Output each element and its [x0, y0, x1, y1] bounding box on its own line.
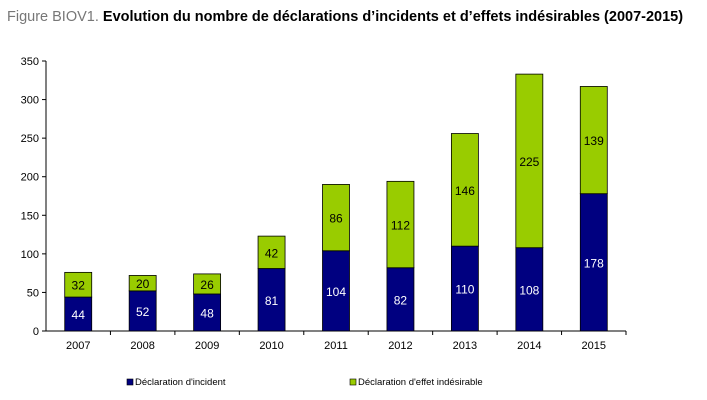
- data-label: 44: [72, 308, 86, 322]
- data-label: 42: [265, 246, 279, 260]
- x-tick-label: 2011: [324, 340, 348, 352]
- x-tick-label: 2010: [259, 340, 283, 352]
- legend-label: Déclaration d'incident: [135, 377, 226, 388]
- y-tick-label: 200: [21, 172, 39, 184]
- bar-segment: [579, 193, 608, 332]
- bar-segment: [64, 271, 93, 298]
- bar-segment: [322, 184, 350, 252]
- data-label: 139: [584, 134, 604, 148]
- data-label: 86: [329, 212, 343, 226]
- bar-segment: [257, 235, 286, 269]
- data-label: 26: [200, 278, 214, 292]
- x-tick-label: 2008: [130, 340, 154, 352]
- x-tick-label: 2014: [517, 340, 541, 352]
- y-tick-label: 50: [27, 287, 39, 299]
- bar-segment: [515, 73, 544, 249]
- data-label: 146: [455, 184, 475, 198]
- chart-title: Figure BIOV1. Evolution du nombre de déc…: [7, 9, 683, 25]
- x-tick-label: 2007: [66, 340, 90, 352]
- data-label: 81: [265, 294, 279, 308]
- legend-swatch: [349, 378, 357, 386]
- data-label: 225: [519, 155, 539, 169]
- bar-segment: [128, 290, 157, 332]
- y-tick-label: 350: [21, 56, 39, 68]
- bar-segment: [322, 250, 350, 332]
- data-label: 110: [455, 283, 474, 297]
- chart-title-text: Evolution du nombre de déclarations d’in…: [102, 9, 684, 25]
- bar-segment: [450, 245, 479, 332]
- legend-label: Déclaration d'effet indésirable: [358, 377, 483, 388]
- y-tick-label: 300: [21, 95, 39, 107]
- bar-segment: [193, 273, 222, 295]
- y-tick-label: 100: [21, 249, 39, 261]
- x-tick-label: 2009: [195, 340, 219, 352]
- data-label: 32: [72, 279, 86, 293]
- legend-swatch: [126, 378, 134, 386]
- x-tick-label: 2012: [388, 340, 412, 352]
- figure-number: Figure BIOV1.: [7, 9, 99, 25]
- bar-segment: [579, 86, 608, 195]
- data-label: 48: [200, 306, 214, 320]
- y-tick-label: 150: [21, 210, 39, 222]
- bar-segment: [450, 133, 479, 247]
- bar-segment: [193, 293, 222, 332]
- bar-segment: [386, 267, 415, 332]
- data-label: 82: [394, 293, 408, 307]
- bar-segment: [386, 180, 415, 269]
- y-tick-label: 250: [21, 133, 39, 145]
- x-tick-label: 2013: [453, 340, 477, 352]
- data-label: 104: [326, 285, 346, 299]
- data-label: 178: [584, 256, 604, 270]
- bar-segment: [515, 247, 544, 332]
- x-tick-label: 2015: [582, 340, 606, 352]
- data-label: 108: [519, 283, 539, 297]
- data-label: 20: [136, 277, 150, 291]
- bar-segment: [128, 275, 157, 292]
- data-label: 52: [136, 305, 150, 319]
- y-tick-label: 0: [33, 326, 39, 338]
- data-label: 112: [391, 219, 410, 233]
